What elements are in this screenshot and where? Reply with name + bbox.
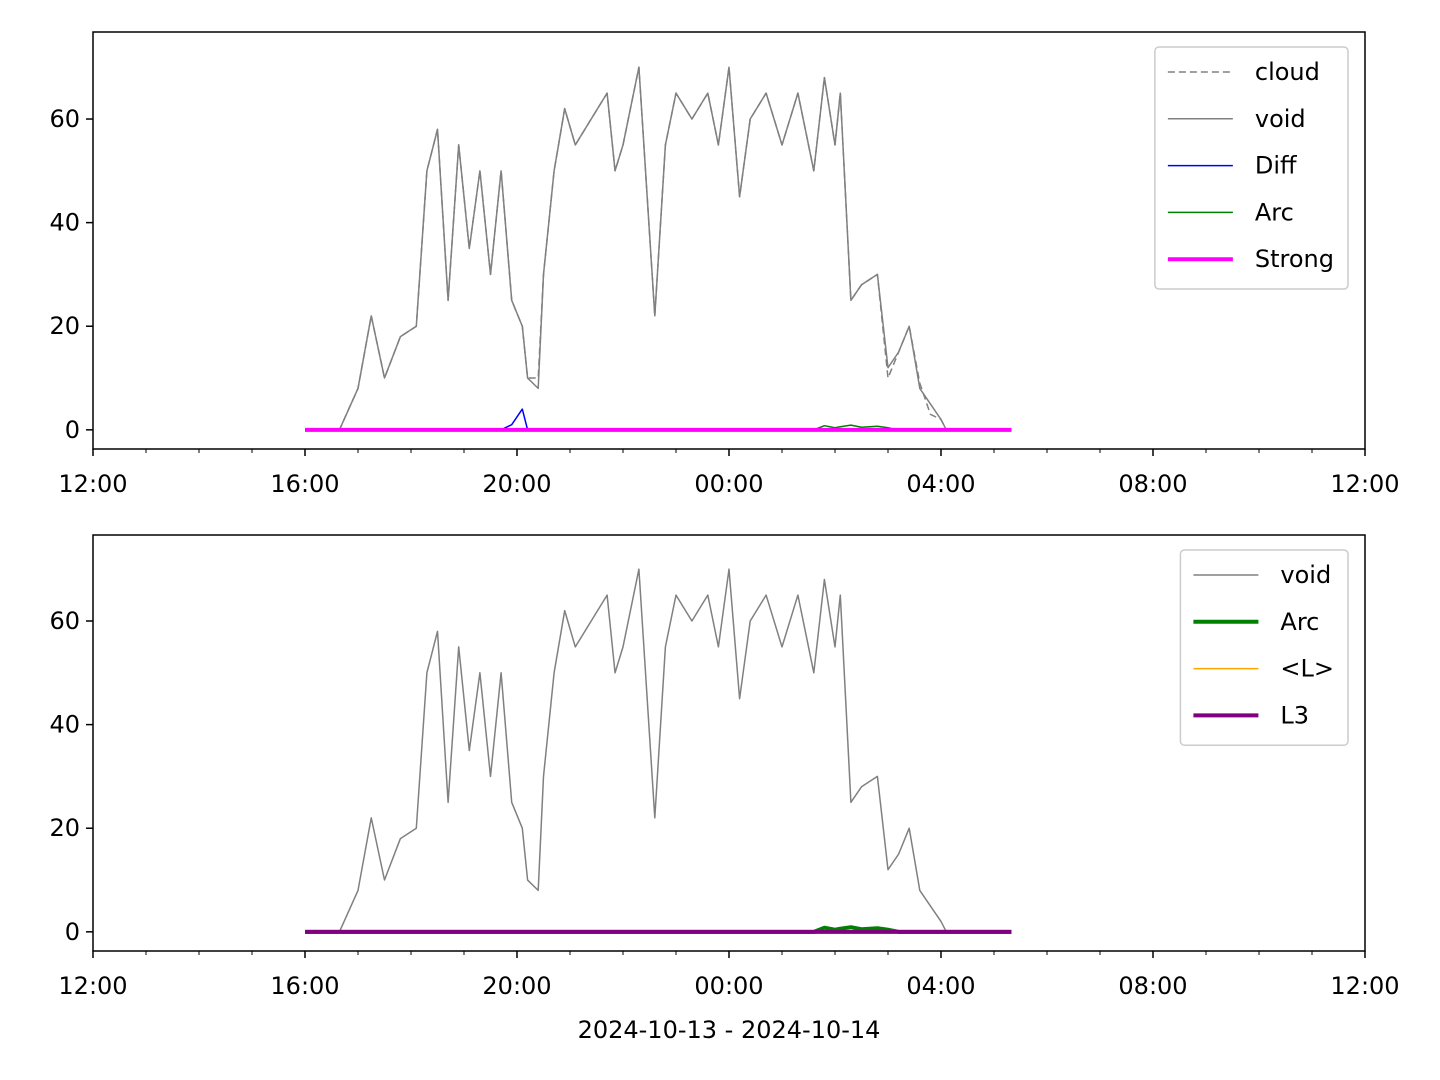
y-tick-label: 20 xyxy=(49,312,80,340)
legend-label: void xyxy=(1280,561,1331,589)
x-tick-label: 00:00 xyxy=(694,972,763,1000)
x-tick-label: 00:00 xyxy=(694,470,763,498)
legend-label: L3 xyxy=(1280,701,1309,729)
y-tick-label: 60 xyxy=(49,105,80,133)
y-tick-label: 0 xyxy=(65,918,80,946)
series-line xyxy=(305,66,1012,431)
series-line xyxy=(305,568,1012,933)
legend: cloud void Diff Arc Strong xyxy=(1154,46,1349,290)
x-axis-label: 2024-10-13 - 2024-10-14 xyxy=(578,1016,881,1044)
legend: void Arc <L> L3 xyxy=(1179,549,1349,746)
y-tick-label: 60 xyxy=(49,607,80,635)
x-tick-label: 20:00 xyxy=(482,972,551,1000)
y-tick-label: 20 xyxy=(49,814,80,842)
legend-box xyxy=(1154,46,1349,290)
x-tick-label: 12:00 xyxy=(1330,972,1399,1000)
x-tick-label: 08:00 xyxy=(1118,470,1187,498)
series-line xyxy=(305,408,1012,431)
x-tick-label: 16:00 xyxy=(270,470,339,498)
x-tick-label: 08:00 xyxy=(1118,972,1187,1000)
legend-label: Strong xyxy=(1255,245,1334,273)
axes-frame xyxy=(92,534,1366,952)
x-tick-label: 12:00 xyxy=(58,470,127,498)
legend-label: void xyxy=(1255,105,1306,133)
x-tick-label: 20:00 xyxy=(482,470,551,498)
x-tick-label: 12:00 xyxy=(1330,470,1399,498)
x-tick-label: 04:00 xyxy=(906,470,975,498)
legend-label: Arc xyxy=(1280,608,1319,636)
x-tick-label: 16:00 xyxy=(270,972,339,1000)
y-tick-label: 40 xyxy=(49,209,80,237)
y-tick-label: 40 xyxy=(49,711,80,739)
x-tick-label: 12:00 xyxy=(58,972,127,1000)
x-tick-label: 04:00 xyxy=(906,972,975,1000)
legend-label: <L> xyxy=(1280,655,1334,683)
y-tick-label: 0 xyxy=(65,416,80,444)
legend-label: cloud xyxy=(1255,58,1320,86)
legend-label: Diff xyxy=(1255,152,1297,180)
legend-label: Arc xyxy=(1255,198,1294,226)
legend-box xyxy=(1179,549,1349,746)
